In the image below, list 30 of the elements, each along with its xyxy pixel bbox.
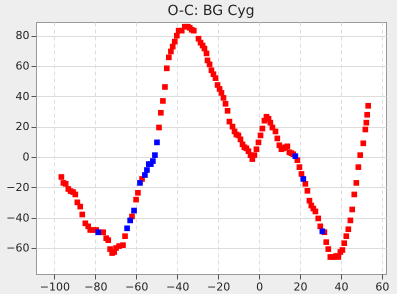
point [150, 158, 156, 164]
y-tick-label: 80 [16, 29, 30, 42]
y-tick-label: 0 [22, 150, 30, 164]
y-tick-label: 60 [16, 60, 30, 73]
point [144, 167, 150, 173]
chart-title: O-C: BG Cyg [167, 3, 255, 19]
point [127, 218, 133, 224]
x-tick-label: −100 [40, 280, 70, 294]
x-tick-label: −20 [207, 280, 230, 294]
point [152, 152, 158, 158]
x-tick-label: 20 [294, 280, 308, 294]
point [292, 153, 298, 160]
point [154, 140, 160, 146]
y-tick-label: −60 [6, 242, 30, 255]
point [124, 225, 130, 232]
x-tick-label: 60 [375, 280, 390, 294]
point [95, 229, 102, 236]
x-tick-label: −80 [84, 280, 108, 294]
x-tick-label: −60 [125, 280, 148, 294]
y-tick-label: −40 [6, 211, 30, 224]
x-tick-label: 0 [256, 280, 264, 294]
point [142, 172, 148, 178]
x-tick-label: 40 [334, 280, 348, 294]
y-tick-label: 20 [16, 120, 30, 134]
point [131, 208, 137, 214]
y-tick-label: 40 [16, 90, 30, 103]
point [137, 180, 143, 186]
x-tick-label: −40 [166, 280, 190, 294]
point [300, 176, 306, 182]
y-tick-label: −20 [6, 180, 30, 194]
